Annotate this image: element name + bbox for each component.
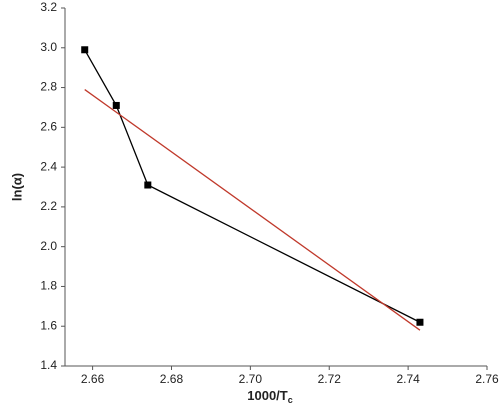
x-tick-label: 2.74 xyxy=(396,372,420,386)
marker xyxy=(416,318,424,326)
marker xyxy=(81,46,89,54)
y-tick-label: 3.0 xyxy=(40,40,57,54)
y-tick-label: 2.4 xyxy=(40,159,57,173)
x-axis-title: 1000/Tc xyxy=(247,388,293,405)
y-tick-label: 2.2 xyxy=(40,199,57,213)
x-tick-label: 2.66 xyxy=(81,372,105,386)
y-tick-label: 1.8 xyxy=(40,279,57,293)
x-tick-label: 2.72 xyxy=(318,372,342,386)
marker xyxy=(144,181,152,189)
marker xyxy=(112,101,120,109)
y-axis-title: ln(α) xyxy=(9,173,24,201)
series-line xyxy=(84,49,421,323)
x-axis-title-main: 1000/T xyxy=(247,388,288,403)
y-tick-label: 3.2 xyxy=(40,0,57,14)
x-tick-label: 2.70 xyxy=(239,372,263,386)
x-tick-label: 2.68 xyxy=(160,372,184,386)
series-line xyxy=(84,89,421,331)
y-tick-label: 2.6 xyxy=(40,120,57,134)
y-tick-label: 1.6 xyxy=(40,318,57,332)
y-tick-label: 2.0 xyxy=(40,239,57,253)
y-tick-label: 2.8 xyxy=(40,80,57,94)
x-tick-label: 2.76 xyxy=(475,372,499,386)
y-tick-label: 1.4 xyxy=(40,358,57,372)
x-axis-title-subscript: c xyxy=(288,395,293,405)
